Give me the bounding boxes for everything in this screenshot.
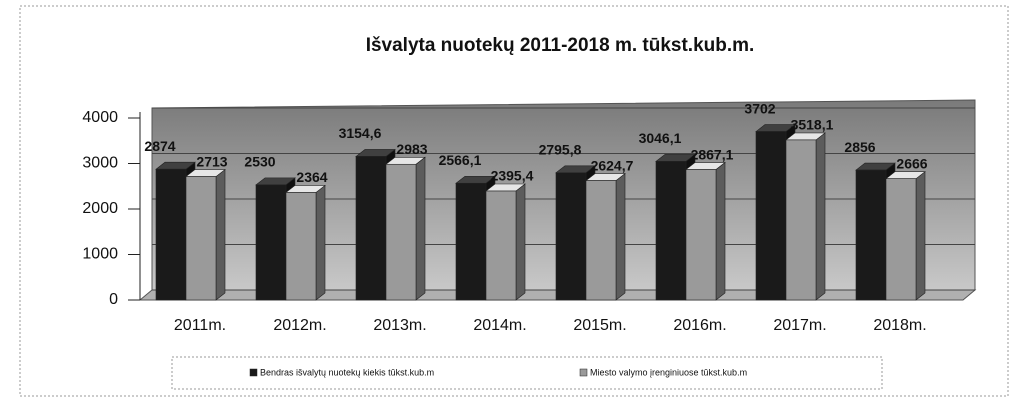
data-label: 2867,1: [691, 146, 734, 162]
data-label: 2713: [196, 153, 227, 169]
x-tick-label: 2016m.: [673, 317, 726, 334]
bar: [885, 178, 917, 301]
bar-side: [915, 171, 926, 301]
data-label: 2666: [896, 155, 927, 171]
x-tick-label: 2018m.: [873, 317, 926, 334]
y-tick-label: 3000: [82, 155, 118, 172]
data-label: 3154,6: [339, 125, 382, 141]
data-label: 2874: [144, 138, 175, 154]
data-label: 2624,7: [591, 157, 634, 173]
y-tick-label: 4000: [82, 109, 118, 126]
data-label: 2856: [844, 139, 875, 155]
x-tick-label: 2017m.: [773, 317, 826, 334]
bar: [555, 172, 587, 301]
x-tick-label: 2011m.: [174, 317, 226, 334]
bar-side: [615, 172, 626, 301]
x-tick-label: 2013m.: [373, 317, 426, 334]
bar: [285, 192, 317, 301]
frame: [19, 5, 1009, 397]
y-tick-label: 1000: [82, 246, 118, 263]
data-label: 2983: [396, 141, 427, 157]
bar-side: [315, 184, 326, 301]
data-label: 3702: [744, 100, 775, 116]
bar-side: [215, 168, 226, 301]
data-label: 2364: [296, 169, 327, 185]
bar: [655, 161, 687, 301]
bar: [585, 180, 617, 301]
bar-side: [715, 161, 726, 301]
bar: [485, 190, 517, 301]
data-label: 2795,8: [539, 141, 582, 157]
bar: [855, 169, 887, 301]
bar-side: [415, 156, 426, 301]
legend-label: Miesto valymo įrenginiuose tūkst.kub.m: [590, 367, 747, 377]
x-tick-label: 2014m.: [473, 317, 526, 334]
legend-swatch: [579, 368, 588, 377]
data-label: 2530: [244, 154, 275, 170]
bar: [685, 169, 717, 301]
bar: [385, 163, 417, 301]
data-label: 3518,1: [791, 117, 834, 133]
legend-box: [171, 356, 883, 390]
x-tick-label: 2012m.: [273, 317, 326, 334]
bar: [785, 139, 817, 301]
y-tick-label: 2000: [82, 200, 118, 217]
legend-label: Bendras išvalytų nuotekų kiekis tūkst.ku…: [260, 367, 434, 377]
bar-side: [815, 132, 826, 301]
y-tick-label: 0: [109, 291, 118, 308]
bar: [155, 168, 187, 301]
data-label: 2395,4: [491, 168, 534, 184]
chart-title: Išvalyta nuotekų 2011-2018 m. tūkst.kub.…: [366, 35, 755, 56]
bar: [255, 184, 287, 301]
bar: [185, 176, 217, 301]
legend-swatch: [249, 368, 258, 377]
x-tick-label: 2015m.: [573, 317, 626, 334]
bar: [455, 182, 487, 301]
data-label: 2566,1: [439, 152, 482, 168]
data-label: 3046,1: [639, 130, 682, 146]
bar: [755, 131, 787, 301]
bar: [355, 156, 387, 301]
bar-side: [515, 183, 526, 301]
